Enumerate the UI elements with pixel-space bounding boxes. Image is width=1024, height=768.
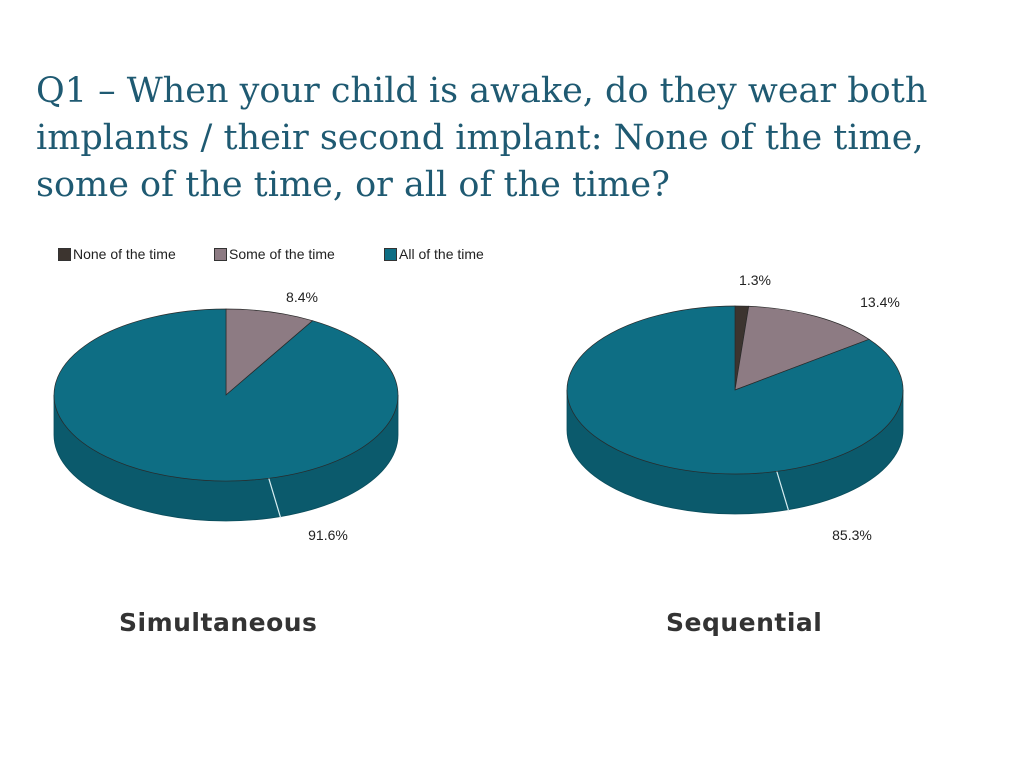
pie-side-highlight [776,471,790,512]
legend-swatch-all [384,247,397,261]
pie-data-label: 85.3% [832,527,872,543]
pie-data-label: 91.6% [308,527,348,543]
legend-item-some: Some of the time [214,246,335,262]
pie-slice-all-of-the-time [566,305,904,475]
chart-caption-simultaneous: Simultaneous [119,608,318,637]
pie-data-label: 1.3% [739,272,771,288]
pie-slice-all-of-the-time [53,308,399,482]
pie-side-highlight [268,478,282,519]
legend-swatch-some [214,247,227,261]
legend-swatch-none [58,247,71,261]
legend-label-some: Some of the time [229,246,335,262]
legend-item-all: All of the time [384,246,484,262]
legend-label-none: None of the time [73,246,176,262]
legend-label-all: All of the time [399,246,484,262]
slide-title: Q1 – When your child is awake, do they w… [36,71,928,205]
pie-slice-some-of-the-time [734,305,870,391]
pie-data-label: 8.4% [286,289,318,305]
legend-item-none: None of the time [58,246,176,262]
pie-slice-some-of-the-time [225,308,314,396]
pie-chart-simultaneous: 8.4% 91.6% [53,289,399,543]
pie-chart-sequential: 1.3% 13.4% 85.3% [566,272,904,543]
pie-charts: 8.4% 91.6% 1.3% 13.4% 85.3% [53,272,904,543]
pie-data-label: 13.4% [860,294,900,310]
chart-caption-sequential: Sequential [666,608,823,637]
